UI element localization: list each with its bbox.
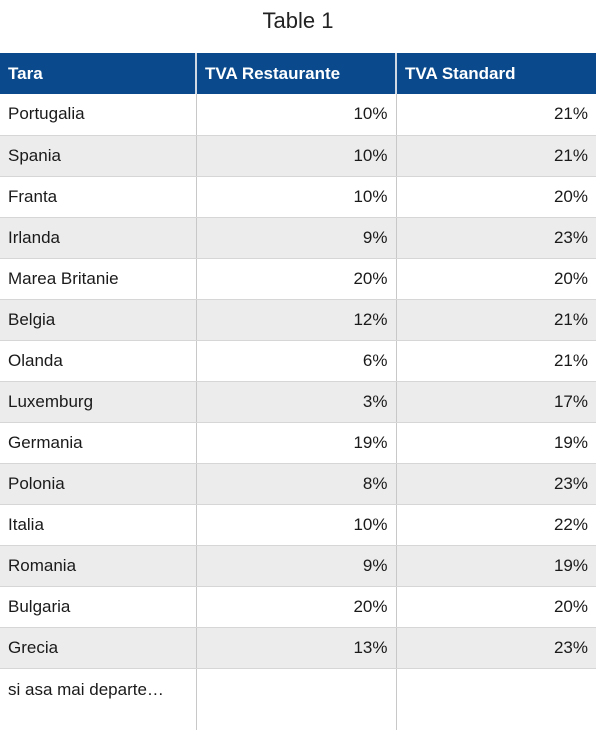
footer-note-cell: si asa mai departe… xyxy=(0,668,197,730)
restaurant-vat-cell: 8% xyxy=(196,463,397,505)
standard-vat-cell: 19% xyxy=(396,422,596,464)
country-cell: Luxemburg xyxy=(0,381,197,423)
table-row: Romania 9% 19% xyxy=(0,545,596,587)
column-header-standard-vat: TVA Standard xyxy=(396,53,596,94)
restaurant-vat-cell: 6% xyxy=(196,340,397,382)
restaurant-vat-cell: 19% xyxy=(196,422,397,464)
restaurant-vat-cell: 20% xyxy=(196,586,397,628)
country-cell: Germania xyxy=(0,422,197,464)
country-cell: Irlanda xyxy=(0,217,197,259)
vat-rates-table: Tara TVA Restaurante TVA Standard Portug… xyxy=(0,53,596,730)
country-cell: Grecia xyxy=(0,627,197,669)
table-row: Italia 10% 22% xyxy=(0,504,596,546)
restaurant-vat-cell: 10% xyxy=(196,135,397,177)
country-cell: Spania xyxy=(0,135,197,177)
table-row: Irlanda 9% 23% xyxy=(0,217,596,259)
country-cell: Franta xyxy=(0,176,197,218)
country-cell: Olanda xyxy=(0,340,197,382)
country-cell: Polonia xyxy=(0,463,197,505)
standard-vat-cell: 23% xyxy=(396,463,596,505)
country-cell: Belgia xyxy=(0,299,197,341)
restaurant-vat-cell: 3% xyxy=(196,381,397,423)
restaurant-vat-cell: 9% xyxy=(196,545,397,587)
table-row: Marea Britanie 20% 20% xyxy=(0,258,596,300)
standard-vat-cell: 23% xyxy=(396,627,596,669)
country-cell: Romania xyxy=(0,545,197,587)
standard-vat-cell: 17% xyxy=(396,381,596,423)
table-row: Olanda 6% 21% xyxy=(0,340,596,382)
table-row: Luxemburg 3% 17% xyxy=(0,381,596,423)
restaurant-vat-cell: 10% xyxy=(196,94,397,136)
table-row: Bulgaria 20% 20% xyxy=(0,586,596,628)
table-row-footer-note: si asa mai departe… xyxy=(0,668,596,730)
table-row: Belgia 12% 21% xyxy=(0,299,596,341)
empty-cell xyxy=(196,668,397,730)
table-row: Franta 10% 20% xyxy=(0,176,596,218)
standard-vat-cell: 21% xyxy=(396,94,596,136)
restaurant-vat-cell: 9% xyxy=(196,217,397,259)
restaurant-vat-cell: 10% xyxy=(196,504,397,546)
table-row: Polonia 8% 23% xyxy=(0,463,596,505)
table-row: Germania 19% 19% xyxy=(0,422,596,464)
country-cell: Portugalia xyxy=(0,94,197,136)
standard-vat-cell: 19% xyxy=(396,545,596,587)
country-cell: Italia xyxy=(0,504,197,546)
table-row: Portugalia 10% 21% xyxy=(0,94,596,136)
standard-vat-cell: 23% xyxy=(396,217,596,259)
table-title: Table 1 xyxy=(262,8,334,33)
standard-vat-cell: 21% xyxy=(396,299,596,341)
table-row: Grecia 13% 23% xyxy=(0,627,596,669)
restaurant-vat-cell: 20% xyxy=(196,258,397,300)
table-header-row: Tara TVA Restaurante TVA Standard xyxy=(0,53,596,94)
empty-cell xyxy=(396,668,596,730)
standard-vat-cell: 21% xyxy=(396,135,596,177)
column-header-restaurant-vat: TVA Restaurante xyxy=(196,53,397,94)
standard-vat-cell: 20% xyxy=(396,176,596,218)
standard-vat-cell: 22% xyxy=(396,504,596,546)
country-cell: Marea Britanie xyxy=(0,258,197,300)
column-header-country: Tara xyxy=(0,53,197,94)
standard-vat-cell: 21% xyxy=(396,340,596,382)
table-row: Spania 10% 21% xyxy=(0,135,596,177)
restaurant-vat-cell: 10% xyxy=(196,176,397,218)
country-cell: Bulgaria xyxy=(0,586,197,628)
standard-vat-cell: 20% xyxy=(396,586,596,628)
restaurant-vat-cell: 13% xyxy=(196,627,397,669)
restaurant-vat-cell: 12% xyxy=(196,299,397,341)
standard-vat-cell: 20% xyxy=(396,258,596,300)
